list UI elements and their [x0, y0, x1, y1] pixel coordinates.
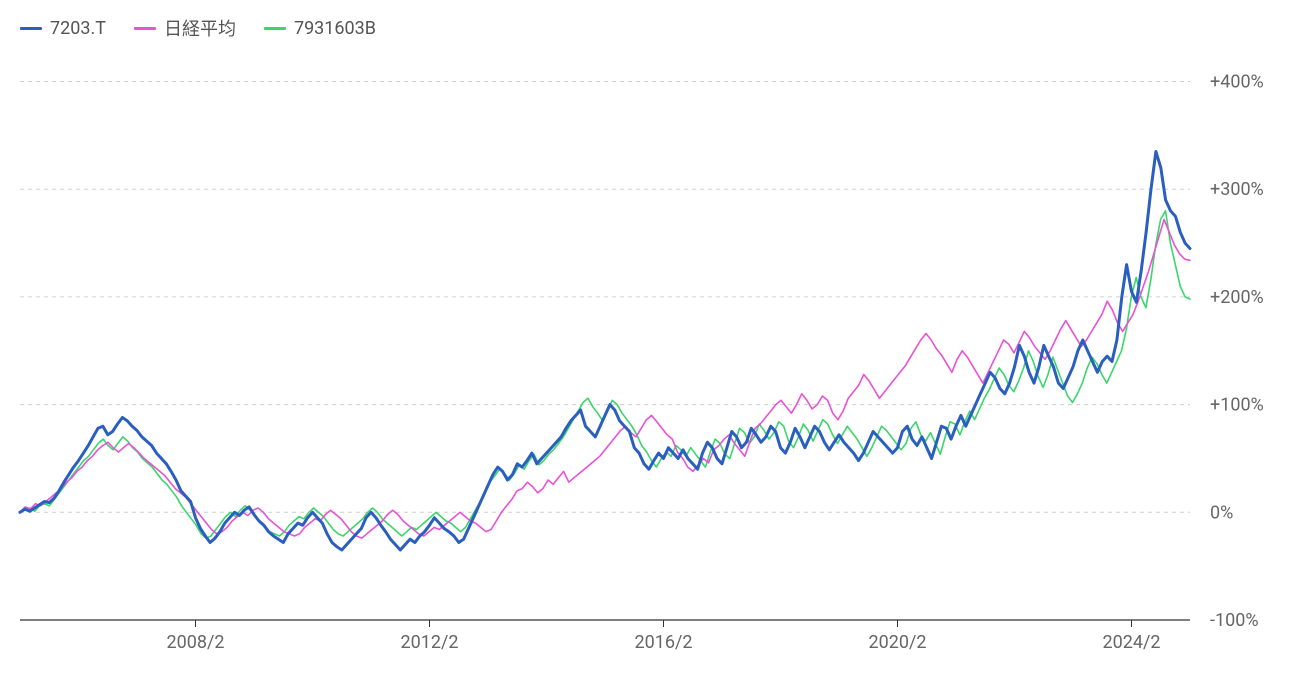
series-line	[20, 219, 1190, 538]
svg-text:2012/2: 2012/2	[400, 632, 458, 653]
legend-label: 7931603B	[294, 18, 376, 39]
svg-text:+400%: +400%	[1210, 72, 1264, 93]
svg-text:+100%: +100%	[1210, 395, 1264, 416]
svg-text:2020/2: 2020/2	[868, 632, 926, 653]
svg-text:-100%: -100%	[1210, 610, 1259, 631]
legend-item-7203T[interactable]: 7203.T	[20, 18, 106, 39]
performance-comparison-chart: 7203.T 日経平均 7931603B -100% 0% +100% +200% +3…	[0, 0, 1314, 674]
legend-swatch	[264, 27, 286, 30]
legend-label: 7203.T	[50, 18, 106, 39]
svg-text:2024/2: 2024/2	[1102, 632, 1160, 653]
chart-svg: -100% 0% +100% +200% +300% +400% 2008/2 2012/2 2…	[0, 0, 1314, 674]
legend-swatch	[20, 27, 42, 30]
svg-text:2016/2: 2016/2	[634, 632, 692, 653]
svg-text:+300%: +300%	[1210, 179, 1264, 200]
svg-text:0%: 0%	[1210, 502, 1233, 523]
legend-item-7931603B[interactable]: 7931603B	[264, 18, 376, 39]
legend-swatch	[134, 27, 156, 30]
svg-text:2008/2: 2008/2	[166, 632, 224, 653]
legend-item-nikkei[interactable]: 日経平均	[134, 15, 236, 41]
series-line	[20, 211, 1190, 538]
chart-legend: 7203.T 日経平均 7931603B	[20, 15, 376, 41]
legend-label: 日経平均	[164, 15, 236, 41]
svg-text:+200%: +200%	[1210, 287, 1264, 308]
